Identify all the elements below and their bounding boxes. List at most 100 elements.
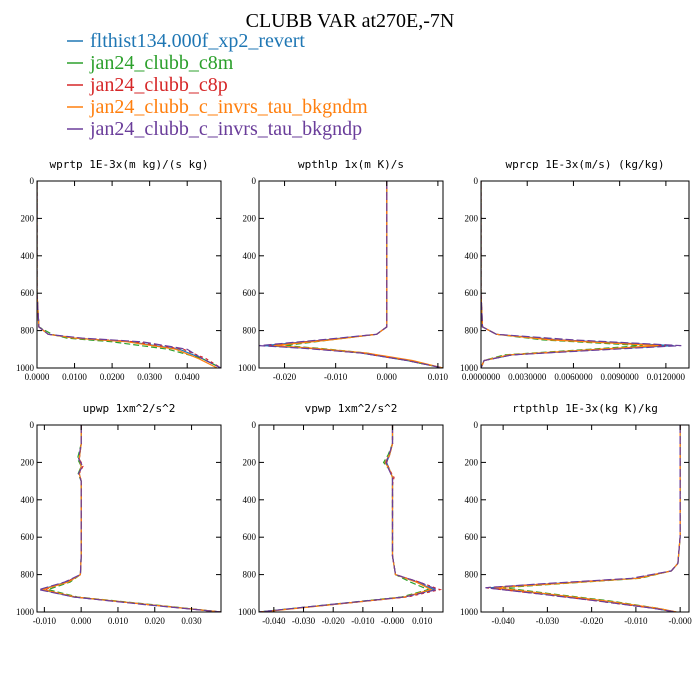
series-line	[42, 425, 221, 612]
legend-entry: jan24_clubb_c8m	[89, 52, 234, 74]
x-tick-label: 0.000	[377, 372, 398, 382]
x-tick-label: 0.000	[71, 616, 92, 626]
plot-frame	[258, 424, 444, 613]
x-tick-label: 0.0090000	[601, 372, 640, 382]
series-line	[485, 425, 681, 612]
x-tick-label: -0.040	[492, 616, 516, 626]
x-tick-label: -0.010	[33, 616, 57, 626]
x-tick-label: 0.0200	[100, 372, 125, 382]
chart-panel: rtpthlp 1E-3x(kg K)/kg 0 200 400 600 800 1000 -…	[460, 402, 692, 626]
series-line	[494, 425, 681, 612]
y-tick-label: 200	[465, 457, 479, 467]
y-tick-label: 0	[252, 176, 257, 186]
y-tick-label: 1000	[238, 363, 257, 373]
y-tick-label: 400	[21, 251, 35, 261]
series-group	[259, 181, 443, 368]
series-line	[37, 181, 221, 368]
series-line	[259, 425, 443, 612]
x-tick-label: 0.0030000	[508, 372, 547, 382]
y-tick-label: 200	[243, 457, 257, 467]
series-line	[261, 425, 433, 612]
series-group	[37, 181, 221, 368]
x-tick-label: 0.020	[145, 616, 166, 626]
x-tick-label: 0.0060000	[554, 372, 593, 382]
y-tick-label: 200	[465, 213, 479, 223]
series-line	[40, 425, 221, 612]
y-tick-label: 400	[243, 495, 257, 505]
y-tick-label: 400	[465, 251, 479, 261]
series-group	[481, 181, 682, 368]
y-tick-label: 800	[21, 326, 35, 336]
series-line	[503, 425, 681, 612]
y-tick-label: 600	[21, 288, 35, 298]
series-group	[259, 425, 443, 612]
chart-panel: upwp 1xm^2/s^2 0 200 400 600 800 1000-0.010 0.0…	[16, 402, 222, 626]
y-tick-label: 600	[465, 532, 479, 542]
x-tick-label: -0.010	[624, 616, 648, 626]
y-tick-label: 400	[465, 495, 479, 505]
x-tick-label: -0.010	[351, 616, 375, 626]
series-line	[259, 425, 440, 612]
y-tick-label: 0	[252, 420, 257, 430]
x-tick-label: 0.0120000	[647, 372, 686, 382]
legend-entry: jan24_clubb_c8p	[89, 74, 228, 96]
x-tick-label: 0.010	[412, 616, 433, 626]
y-tick-label: 1000	[460, 363, 479, 373]
y-tick-label: 600	[243, 288, 257, 298]
y-tick-label: 200	[21, 457, 35, 467]
x-tick-label: 0.0300	[137, 372, 162, 382]
y-tick-label: 1000	[460, 607, 479, 617]
y-tick-label: 200	[243, 213, 257, 223]
series-line	[259, 425, 431, 612]
y-tick-label: 800	[21, 570, 35, 580]
panel-title: wprtp 1E-3x(m kg)/(s kg)	[50, 158, 209, 171]
y-tick-label: 0	[30, 420, 35, 430]
plot-frame	[480, 180, 690, 369]
y-tick-label: 0	[474, 176, 479, 186]
x-tick-label: -0.000	[381, 616, 405, 626]
series-line	[264, 181, 443, 368]
x-tick-label: -0.030	[292, 616, 316, 626]
series-line	[259, 425, 436, 612]
x-tick-label: -0.020	[273, 372, 297, 382]
x-tick-label: -0.020	[322, 616, 346, 626]
series-group	[38, 425, 221, 612]
series-line	[37, 181, 221, 368]
y-tick-label: 600	[243, 532, 257, 542]
x-tick-label: 0.030	[181, 616, 202, 626]
plot-frame	[36, 424, 222, 613]
x-tick-label: 0.0100	[62, 372, 87, 382]
chart-panels: wprtp 1E-3x(m kg)/(s kg) 0 200 400 600 800 100…	[16, 158, 692, 626]
panel-title: wpthlp 1x(m K)/s	[298, 158, 404, 171]
series-line	[481, 181, 682, 368]
x-tick-label: 0.0000	[25, 372, 50, 382]
y-tick-label: 400	[21, 495, 35, 505]
chart-panel: vpwp 1xm^2/s^2 0 200 400 600 800 1000 -0.040 -0.…	[238, 402, 444, 626]
chart-panel: wprcp 1E-3x(m/s) (kg/kg) 0 200 400 600 800 100…	[460, 158, 690, 382]
series-line	[284, 181, 443, 368]
x-tick-label: 0.010	[108, 616, 129, 626]
chart-panel: wpthlp 1x(m K)/s 0 200 400 600 800 1000 -0.020 -…	[238, 158, 449, 382]
x-tick-label: 0.0400	[175, 372, 200, 382]
y-tick-label: 200	[21, 213, 35, 223]
plot-frame	[36, 180, 222, 369]
y-tick-label: 800	[465, 326, 479, 336]
panel-title: vpwp 1xm^2/s^2	[305, 402, 398, 415]
legend-entry: flthist134.000f_xp2_revert	[90, 30, 305, 52]
legend: flthist134.000f_xp2_revertjan24_clubb_c8…	[67, 30, 368, 140]
plot-frame	[480, 424, 690, 613]
x-tick-label: -0.030	[536, 616, 560, 626]
x-tick-label: -0.010	[324, 372, 348, 382]
series-line	[274, 181, 443, 368]
y-tick-label: 1000	[16, 607, 35, 617]
chart-panel: wprtp 1E-3x(m kg)/(s kg) 0 200 400 600 800 100…	[16, 158, 222, 382]
series-line	[42, 425, 221, 612]
x-tick-label: -0.040	[262, 616, 286, 626]
series-line	[37, 181, 221, 368]
y-tick-label: 600	[21, 532, 35, 542]
x-tick-label: -0.020	[580, 616, 604, 626]
panel-title: rtpthlp 1E-3x(kg K)/kg	[512, 402, 658, 415]
legend-entry: jan24_clubb_c_invrs_tau_bkgndp	[89, 118, 362, 140]
panel-title: upwp 1xm^2/s^2	[83, 402, 176, 415]
panel-title: wprcp 1E-3x(m/s) (kg/kg)	[506, 158, 665, 171]
